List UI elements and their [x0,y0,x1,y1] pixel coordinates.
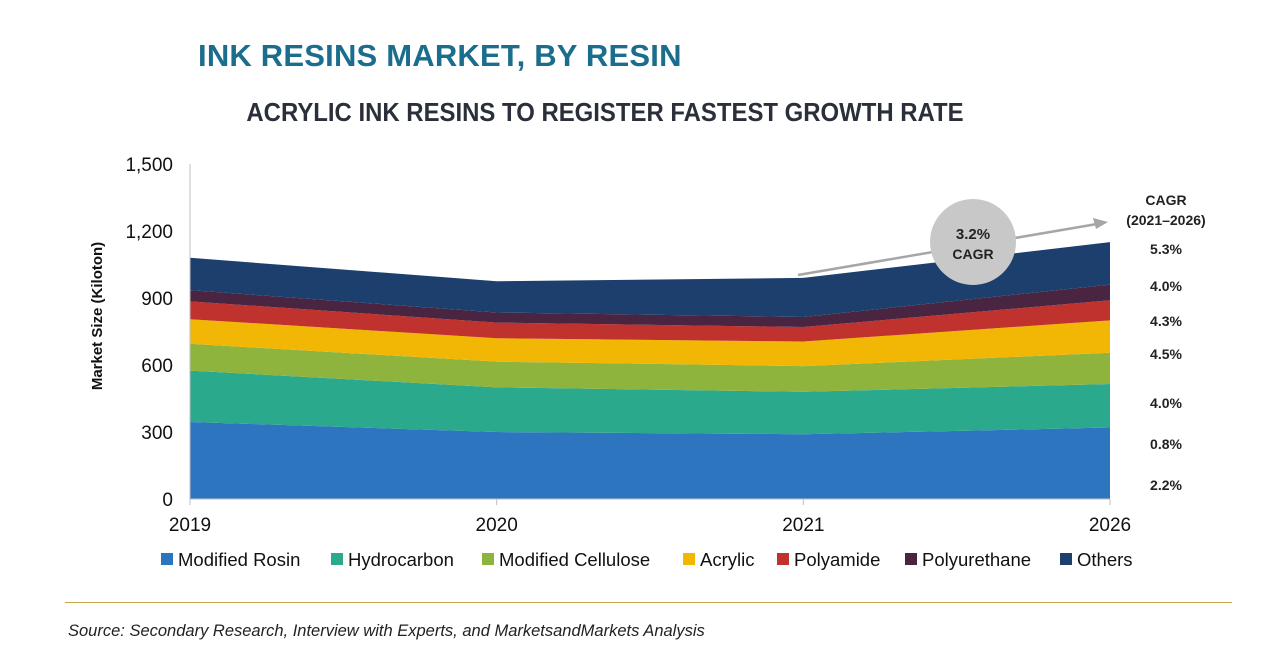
legend-label-modified-rosin: Modified Rosin [178,549,300,570]
area-acrylic [190,319,1110,367]
legend-swatch-others [1060,553,1072,565]
area-series-group [190,242,1110,499]
area-others [190,242,1110,317]
legend-label-polyamide: Polyamide [794,549,880,570]
cagr-value-polyurethane: 4.0% [1150,278,1182,294]
legend: Modified Rosin Hydrocarbon Modified Cellul… [161,549,1133,570]
area-modified-rosin [190,421,1110,499]
cagr-value-modified-rosin: 2.2% [1150,477,1182,493]
stacked-area-chart: 0 300 600 900 1,200 1,500 2019 2020 2021 2026 Mark… [89,155,1206,570]
chart-title: INK RESINS MARKET, BY RESIN [198,38,682,73]
cagr-value-others: 5.3% [1150,241,1182,257]
cagr-header-line: CAGR [1145,192,1186,208]
y-tick-label: 1,200 [125,222,173,243]
cagr-value-modified-cellulose: 4.0% [1150,395,1182,411]
legend-label-hydrocarbon: Hydrocarbon [348,549,454,570]
cagr-value-hydrocarbon: 0.8% [1150,436,1182,452]
y-tick-label: 600 [141,356,173,377]
legend-swatch-acrylic [683,553,695,565]
cagr-arrow-head [1093,218,1108,229]
legend-swatch-modified-rosin [161,553,173,565]
legend-swatch-hydrocarbon [331,553,343,565]
cagr-bubble-label: CAGR [952,246,993,262]
footer-divider [65,602,1232,603]
legend-label-polyurethane: Polyurethane [922,549,1031,570]
x-tick-label: 2019 [169,515,211,536]
cagr-header: CAGR (2021–2026) [1126,192,1205,228]
x-tick-label: 2021 [782,515,824,536]
cagr-value-polyamide: 4.3% [1150,313,1182,329]
legend-swatch-polyurethane [905,553,917,565]
legend-label-modified-cellulose: Modified Cellulose [499,549,650,570]
cagr-bubble-value: 3.2% [956,226,990,243]
x-tick-label: 2026 [1089,515,1131,536]
y-tick-label: 900 [141,289,173,310]
area-modified-cellulose [190,343,1110,392]
cagr-column: CAGR (2021–2026) 3.2% CAGR 2.2% 0.8% 4.0% 4.5% 4… [797,192,1206,493]
legend-swatch-polyamide [777,553,789,565]
y-tick-label: 1,500 [125,155,173,176]
y-axis-title: Market Size (Kiloton) [89,242,106,390]
area-hydrocarbon [190,370,1110,435]
cagr-bubble [930,199,1016,285]
area-polyurethane [190,284,1110,328]
source-note: Source: Secondary Research, Interview wi… [68,622,705,640]
legend-label-others: Others [1077,549,1133,570]
area-polyamide [190,300,1110,342]
y-tick-label: 300 [141,423,173,444]
legend-label-acrylic: Acrylic [700,549,754,570]
cagr-header-line: (2021–2026) [1126,212,1205,228]
legend-swatch-modified-cellulose [482,553,494,565]
x-tick-label: 2020 [476,515,518,536]
cagr-value-acrylic: 4.5% [1150,346,1182,362]
chart-subtitle: ACRYLIC INK RESINS TO REGISTER FASTEST G… [246,97,964,127]
y-tick-label: 0 [162,490,173,511]
axes-group: 0 300 600 900 1,200 1,500 2019 2020 2021 2026 Mark… [89,155,1131,536]
